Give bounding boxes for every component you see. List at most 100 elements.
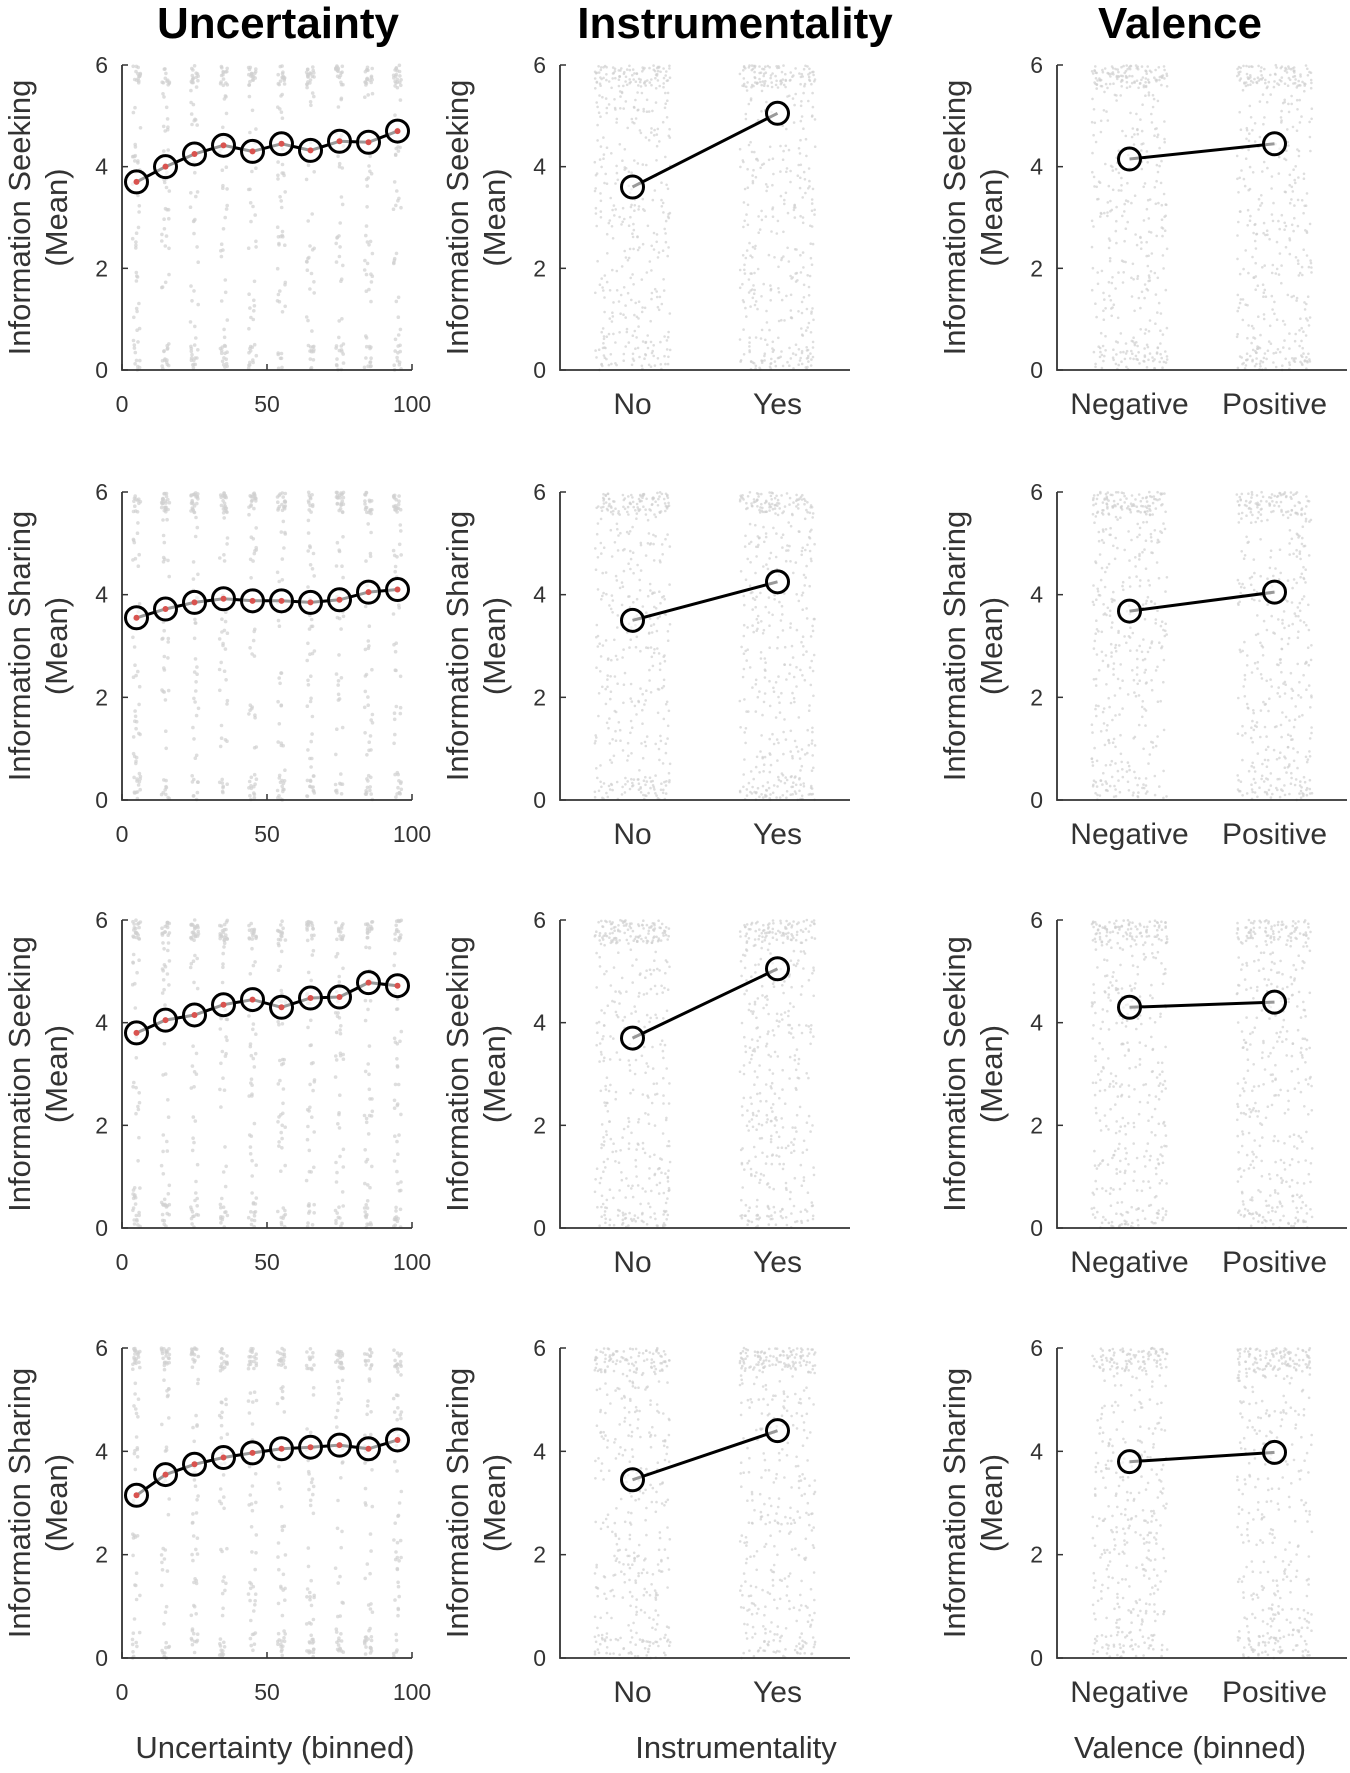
scatter-point	[280, 557, 285, 561]
scatter-point	[811, 307, 814, 310]
scatter-point	[656, 357, 660, 360]
scatter-point	[1112, 303, 1116, 307]
scatter-point	[334, 752, 338, 757]
scatter-point	[250, 652, 254, 656]
scatter-point	[632, 228, 636, 232]
scatter-point	[1145, 207, 1149, 211]
y-tick-label: 4	[1030, 582, 1043, 608]
scatter-point	[1101, 344, 1105, 348]
scatter-point	[134, 240, 138, 244]
scatter-point	[1108, 82, 1112, 86]
scatter-point	[667, 330, 670, 334]
scatter-point	[1291, 125, 1295, 129]
scatter-point	[1287, 67, 1291, 70]
data-point	[356, 579, 381, 605]
scatter-point	[340, 166, 345, 170]
scatter-point	[1270, 493, 1274, 496]
scatter-point	[368, 551, 373, 556]
scatter-point	[652, 533, 655, 537]
scatter-point	[1250, 496, 1253, 499]
scatter-point	[1238, 272, 1242, 276]
scatter-point	[279, 530, 284, 534]
scatter-point	[807, 75, 811, 79]
scatter-point	[1235, 493, 1239, 496]
scatter-point	[392, 363, 397, 368]
scatter-point	[1093, 81, 1096, 84]
scatter-point	[654, 607, 658, 610]
scatter-point	[1102, 603, 1105, 606]
scatter-point	[225, 69, 229, 74]
scatter-point	[1136, 535, 1139, 539]
scatter-point	[795, 271, 799, 275]
scatter-point	[1260, 774, 1264, 778]
series-line	[135, 129, 399, 184]
scatter-point	[762, 67, 766, 71]
scatter-point	[1241, 88, 1245, 92]
scatter-point	[1111, 306, 1114, 309]
scatter-point	[1254, 222, 1257, 226]
scatter-point	[1144, 77, 1148, 80]
scatter-point	[370, 66, 375, 71]
scatter-point	[596, 776, 599, 780]
scatter-point	[1095, 714, 1098, 718]
scatter-point	[1262, 619, 1266, 623]
scatter-point	[1091, 600, 1095, 604]
scatter-point	[1259, 735, 1262, 739]
scatter-point	[396, 295, 401, 300]
scatter-point	[195, 986, 200, 991]
scatter-point	[804, 548, 807, 552]
scatter-point	[1135, 575, 1138, 578]
scatter-point	[654, 73, 658, 76]
scatter-point	[656, 69, 660, 73]
scatter-point	[364, 505, 368, 510]
scatter-point	[647, 363, 651, 367]
scatter-point	[1094, 77, 1098, 80]
scatter-point	[614, 574, 618, 578]
scatter-point	[783, 645, 787, 649]
scatter-point	[1101, 710, 1105, 714]
scatter-point	[1310, 644, 1313, 647]
scatter-point	[1287, 102, 1290, 106]
scatter-point	[1295, 129, 1299, 132]
scatter-point	[662, 678, 666, 682]
scatter-point	[1140, 78, 1143, 82]
scatter-point	[1101, 509, 1104, 512]
scatter-point	[1111, 67, 1115, 70]
y-axis-label-unit: (Mean)	[39, 168, 74, 266]
scatter-point	[1257, 510, 1260, 514]
scatter-point	[283, 190, 288, 194]
data-point	[211, 132, 236, 158]
scatter-point	[1306, 319, 1309, 322]
scatter-point	[1262, 231, 1265, 235]
scatter-point	[1293, 612, 1297, 615]
scatter-point	[1090, 723, 1094, 726]
scatter-point	[758, 77, 761, 81]
scatter-point	[796, 174, 800, 177]
scatter-point	[161, 1073, 165, 1077]
data-point-center	[133, 178, 140, 185]
scatter-point	[1123, 494, 1126, 498]
scatter-point	[397, 606, 402, 610]
scatter-point	[628, 78, 631, 81]
scatter-point	[1165, 358, 1169, 361]
scatter-point	[604, 639, 608, 642]
scatter-point	[1257, 64, 1260, 68]
scatter-point	[610, 152, 613, 155]
scatter-point	[395, 355, 399, 360]
scatter-point	[1108, 741, 1111, 745]
scatter-point	[398, 711, 403, 716]
scatter-point	[1255, 80, 1258, 84]
data-point-center	[133, 614, 140, 621]
scatter-point	[1165, 247, 1169, 251]
scatter-point	[635, 72, 639, 75]
scatter-point	[1145, 681, 1148, 684]
scatter-point	[278, 681, 282, 686]
scatter-point	[1241, 724, 1244, 728]
y-tick-label: 6	[1030, 52, 1043, 78]
scatter-point	[1158, 78, 1161, 82]
scatter-point	[1279, 571, 1282, 575]
scatter-point	[1139, 118, 1142, 121]
scatter-point	[336, 692, 341, 697]
scatter-point	[192, 510, 196, 514]
scatter-point	[1106, 119, 1110, 122]
